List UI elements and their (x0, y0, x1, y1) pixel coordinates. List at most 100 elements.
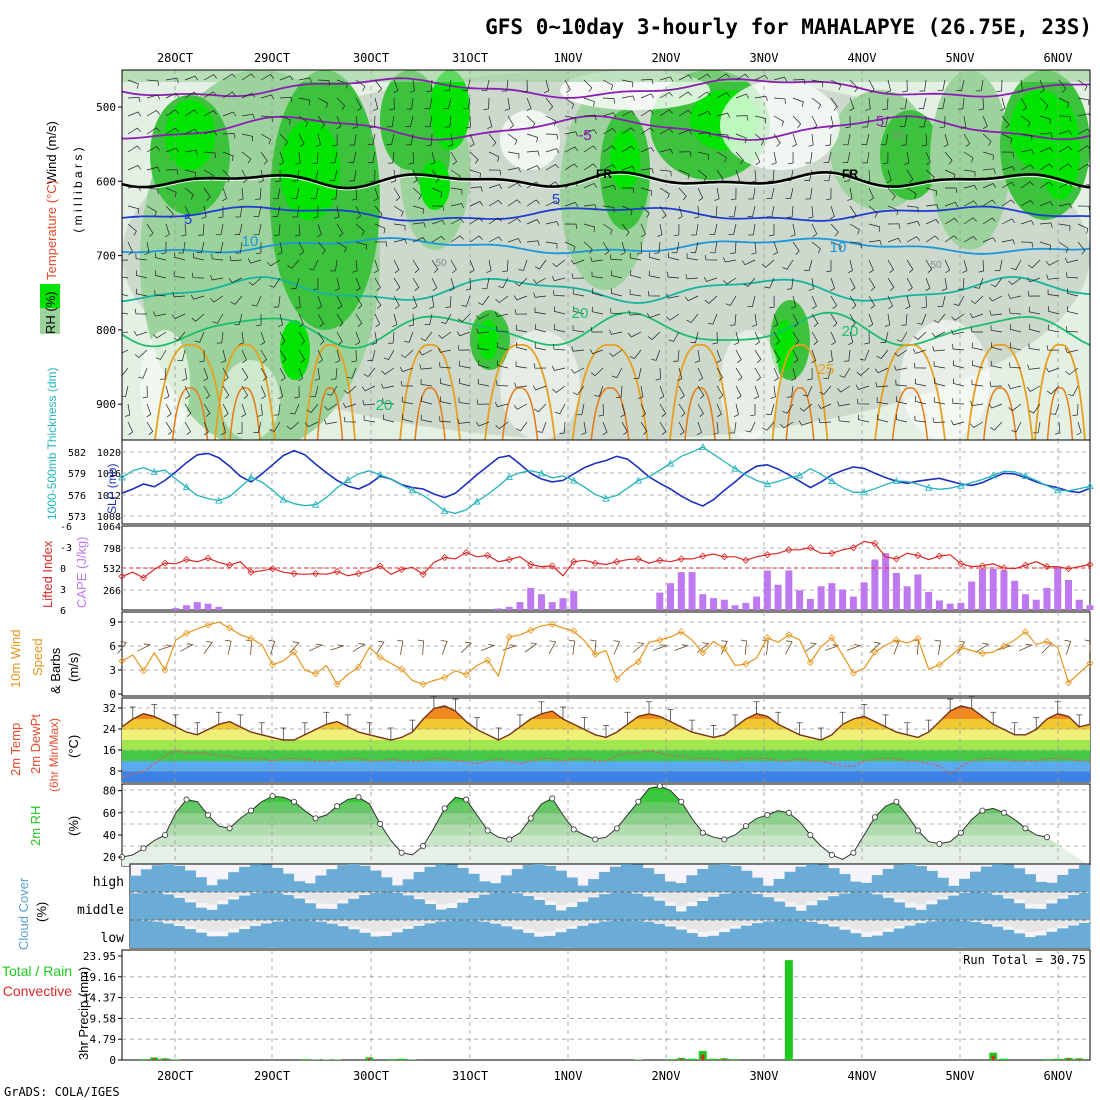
wind-barb (697, 367, 704, 382)
cloud-gap (1057, 892, 1069, 897)
wind-barb (735, 133, 747, 144)
wind-barb (144, 241, 150, 255)
wind-barb (230, 295, 243, 305)
date-label-top: 2NOV (652, 51, 681, 65)
minmax-whisker (796, 722, 803, 735)
date-labels-bottom: 28OCT 29OCT 30OCT 31OCT 1NOV 2NOV 3NOV 4NOV 5NOV… (157, 1069, 1073, 1083)
cloud-bar (337, 903, 349, 920)
10m-barb (697, 642, 710, 653)
cloud-bar (860, 936, 873, 948)
wind-barb (583, 129, 598, 135)
precip-conv-bar (1066, 1058, 1070, 1060)
cloud-bar (1046, 882, 1058, 892)
wind-barb (1009, 342, 1022, 351)
cloud-gap (893, 892, 906, 900)
cape-bar (1075, 599, 1083, 610)
wind-barb (553, 344, 566, 351)
wind-barb (534, 259, 547, 270)
cloud-bar (490, 892, 502, 920)
temperature-contour (122, 311, 1090, 349)
cloud-gap (380, 920, 393, 932)
minmax-whisker (1054, 701, 1061, 714)
wind-barb (526, 199, 540, 207)
wind-barb (260, 349, 268, 363)
wind-barb (317, 79, 330, 86)
wind-barb (743, 277, 756, 287)
wind-barb (393, 295, 400, 310)
wind-barb (292, 169, 300, 182)
upper-grid (174, 70, 1059, 440)
wind-barb (991, 342, 1003, 351)
10m-barb (674, 644, 690, 651)
10m-barb (117, 641, 128, 654)
cloud-gap (315, 920, 327, 922)
tick-label: 32 (103, 702, 116, 715)
tick-label: 16 (103, 744, 116, 757)
rh-grid (122, 784, 1090, 866)
wind-barb (830, 241, 842, 252)
wind-marker (892, 636, 900, 644)
wind-barb (445, 295, 452, 308)
date-label-top: 3NOV (750, 51, 779, 65)
rh-blob (500, 330, 580, 440)
wind-barb (324, 419, 338, 425)
wind-barb (925, 204, 939, 210)
cloud-gap (566, 920, 578, 927)
wind-barb (469, 259, 475, 274)
wind-barb (629, 252, 642, 261)
wind-barb (306, 403, 319, 413)
li-marker (720, 553, 728, 561)
wind-barb (856, 398, 870, 405)
wind-barb (336, 79, 348, 89)
wind-barb (447, 133, 454, 147)
wind-barb (925, 259, 933, 273)
minmax-whisker (775, 711, 782, 725)
cloud-bar (828, 926, 840, 948)
wind-barb (951, 329, 965, 335)
wind-barb (349, 133, 357, 146)
wind-barb (895, 379, 908, 387)
cloud-bar (915, 909, 927, 920)
wind-barb (1077, 79, 1088, 92)
wind-barb (173, 271, 186, 279)
wind-barb (862, 115, 870, 128)
wind-barb (526, 165, 541, 171)
cloud-bar (162, 864, 175, 892)
wind-barb (1001, 181, 1015, 189)
minmax-whisker (667, 709, 674, 722)
wind-barb (234, 313, 243, 325)
cloud-bar (566, 928, 578, 948)
wind-barb (203, 421, 209, 436)
wind-barb (640, 403, 647, 418)
wind-barb (248, 277, 262, 286)
cloud-gap (195, 892, 207, 903)
cloud-bar (751, 877, 764, 892)
wind-barb (751, 313, 757, 327)
wind-title-label: 10m Wind (8, 629, 23, 688)
wind-barb (792, 313, 799, 328)
cloud-gap (511, 920, 524, 927)
precip-bars (139, 960, 1084, 1060)
wind-marker (419, 680, 427, 688)
wind-barb (146, 110, 160, 117)
footer-credit: GrADS: COLA/IGES (4, 1085, 120, 1099)
wind-barb (976, 79, 984, 92)
wind-barb (431, 259, 439, 273)
wind-barb (494, 401, 509, 408)
wind-barb (766, 403, 775, 415)
cloud-bar (970, 892, 982, 920)
cloud-bar (806, 905, 818, 920)
wind-barb (723, 257, 737, 263)
wind-marker (355, 663, 363, 671)
cape-tick: 1064 (97, 522, 121, 533)
wind-barb (837, 401, 851, 407)
wind-barb (864, 331, 870, 345)
wind-barb (914, 378, 927, 387)
wind-speed-markers (118, 620, 1094, 688)
wind-barb (154, 289, 167, 297)
wind-marker (591, 650, 599, 658)
li-marker (914, 551, 922, 559)
rh-marker (635, 798, 642, 805)
cloud-gap (413, 892, 426, 898)
cloud-bar (151, 892, 164, 920)
